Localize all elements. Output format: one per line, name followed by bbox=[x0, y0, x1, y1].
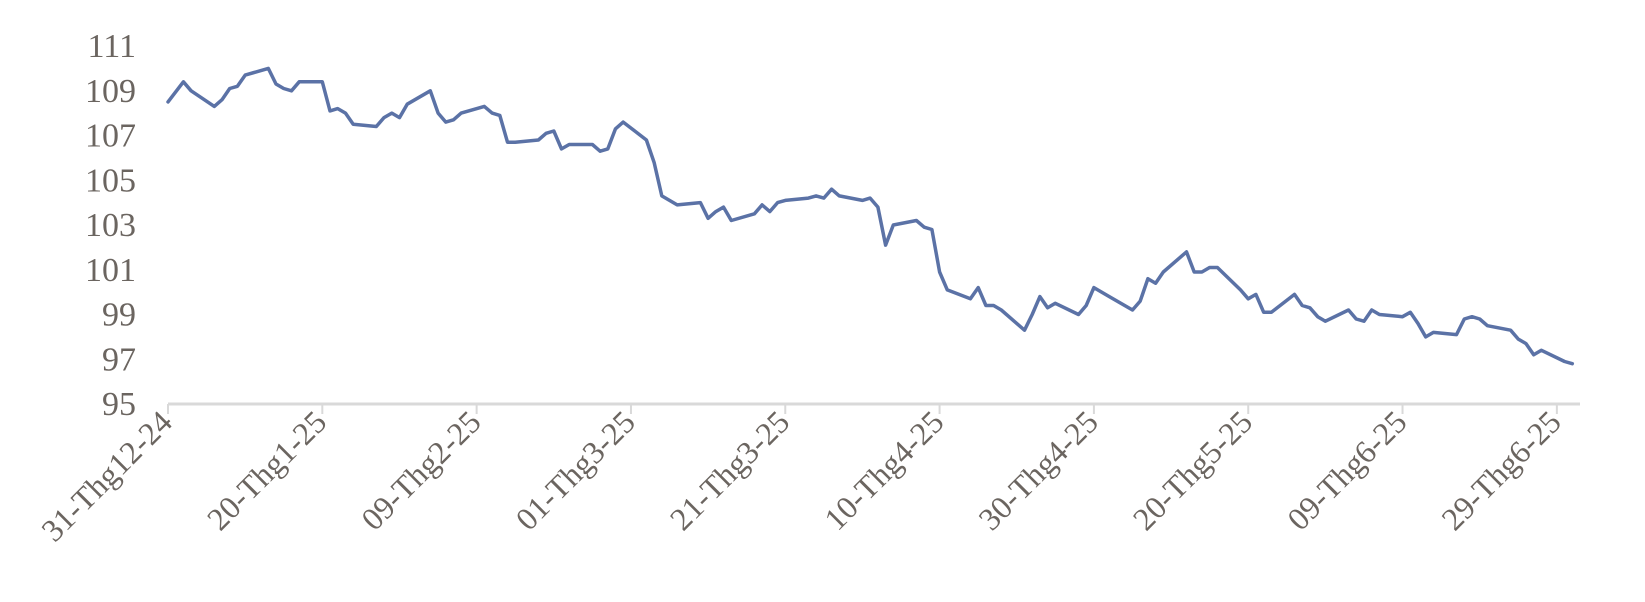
y-tick-label: 111 bbox=[88, 28, 136, 65]
x-tick-label: 20-Thg5-25 bbox=[1126, 403, 1260, 537]
x-tick-label: 30-Thg4-25 bbox=[971, 403, 1105, 537]
x-tick-label: 31-Thg12-24 bbox=[34, 403, 179, 548]
y-tick-label: 103 bbox=[85, 207, 136, 244]
x-tick-label: 01-Thg3-25 bbox=[508, 403, 642, 537]
y-axis: 95 97 99 101 103 105 107 109 111 bbox=[85, 28, 136, 423]
y-tick-label: 97 bbox=[102, 341, 136, 378]
x-tick-label: 10-Thg4-25 bbox=[817, 403, 951, 537]
x-tick-label: 20-Thg1-25 bbox=[200, 403, 334, 537]
y-tick-label: 105 bbox=[85, 162, 136, 199]
x-tick-label: 29-Thg6-25 bbox=[1434, 403, 1568, 537]
x-axis: 31-Thg12-24 20-Thg1-25 09-Thg2-25 01-Thg3-2… bbox=[34, 402, 1580, 548]
y-tick-label: 95 bbox=[102, 386, 136, 423]
series-line bbox=[166, 66, 1575, 366]
x-tick-label: 21-Thg3-25 bbox=[663, 403, 797, 537]
y-tick-label: 99 bbox=[102, 297, 136, 334]
plot-area bbox=[166, 66, 1575, 366]
y-tick-label: 101 bbox=[85, 252, 136, 289]
x-tick-label: 09-Thg6-25 bbox=[1280, 403, 1414, 537]
y-tick-label: 109 bbox=[85, 73, 136, 110]
x-tick-label: 09-Thg2-25 bbox=[354, 403, 488, 537]
y-tick-label: 107 bbox=[85, 118, 136, 155]
